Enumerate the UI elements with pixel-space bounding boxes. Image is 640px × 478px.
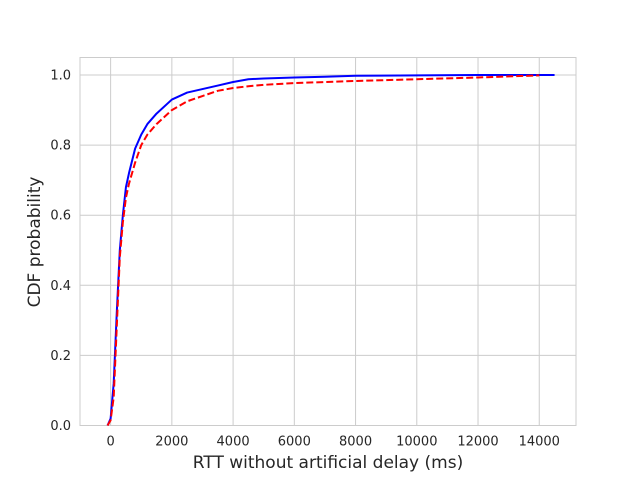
x-tick-label: 4000	[217, 435, 250, 450]
x-tick-label: 10000	[396, 435, 437, 450]
x-tick-label: 2000	[155, 435, 188, 450]
x-tick-label: 0	[106, 435, 114, 450]
x-tick-label: 12000	[457, 435, 498, 450]
y-tick-label: 0.2	[50, 349, 71, 364]
x-axis-title: RTT without artificial delay (ms)	[193, 453, 463, 473]
y-tick-label: 0.6	[50, 209, 71, 224]
x-tick-label: 6000	[278, 435, 311, 450]
y-axis-title: CDF probability	[25, 177, 45, 308]
plot-background	[79, 57, 577, 426]
series-line-dashed	[106, 74, 540, 427]
y-tick-labels: 0.0 0.2 0.4 0.6 0.8 1.0	[50, 69, 71, 434]
y-tick-label: 1.0	[50, 69, 71, 84]
y-tick-label: 0.0	[50, 419, 71, 434]
y-tick-label: 0.4	[50, 279, 71, 294]
series-lines	[106, 74, 555, 427]
y-tick-label: 0.8	[50, 139, 71, 154]
x-tick-labels: 0 2000 4000 6000 8000 10000 12000 14000	[106, 435, 559, 450]
x-tick-label: 14000	[519, 435, 560, 450]
x-tick-label: 8000	[339, 435, 372, 450]
